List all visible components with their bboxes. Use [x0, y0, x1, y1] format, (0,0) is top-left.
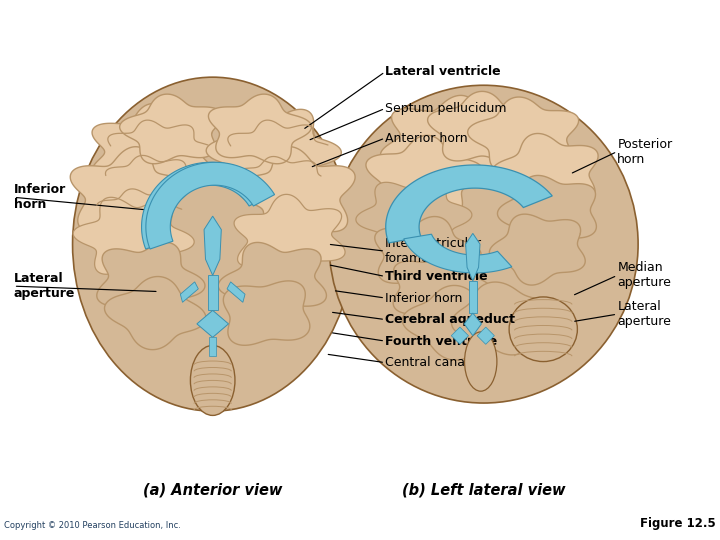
Text: Anterior horn: Anterior horn: [385, 132, 468, 145]
Text: Copyright © 2010 Pearson Education, Inc.: Copyright © 2010 Pearson Education, Inc.: [4, 521, 181, 530]
Ellipse shape: [329, 85, 638, 403]
Polygon shape: [404, 234, 512, 273]
Polygon shape: [366, 136, 483, 217]
Polygon shape: [142, 163, 270, 249]
Polygon shape: [91, 104, 212, 199]
Text: Inferior horn: Inferior horn: [385, 292, 462, 305]
Polygon shape: [451, 282, 556, 355]
Text: Septum pellucidum: Septum pellucidum: [385, 102, 507, 115]
Text: Central canal: Central canal: [385, 356, 469, 369]
Polygon shape: [428, 91, 536, 161]
Text: Third ventricle: Third ventricle: [385, 270, 487, 283]
Polygon shape: [490, 214, 585, 285]
Ellipse shape: [73, 77, 353, 411]
Text: (a) Anterior view: (a) Anterior view: [143, 482, 282, 497]
Polygon shape: [197, 310, 228, 338]
Polygon shape: [477, 327, 495, 345]
Text: Fourth ventricle: Fourth ventricle: [385, 335, 498, 348]
Polygon shape: [469, 281, 477, 313]
Polygon shape: [120, 94, 222, 164]
Text: Figure 12.5: Figure 12.5: [640, 517, 716, 530]
Polygon shape: [380, 96, 518, 186]
Polygon shape: [207, 275, 217, 310]
Polygon shape: [402, 286, 508, 360]
Text: Median
aperture: Median aperture: [617, 261, 671, 289]
Polygon shape: [498, 176, 596, 249]
Ellipse shape: [464, 332, 497, 391]
Polygon shape: [208, 94, 312, 164]
Polygon shape: [73, 197, 194, 278]
Polygon shape: [356, 180, 472, 254]
Polygon shape: [96, 242, 205, 322]
Polygon shape: [393, 253, 492, 326]
Polygon shape: [209, 338, 216, 356]
Polygon shape: [464, 313, 482, 336]
Polygon shape: [386, 165, 552, 243]
Polygon shape: [466, 233, 480, 281]
Text: (b) Left lateral view: (b) Left lateral view: [402, 482, 565, 497]
Polygon shape: [218, 242, 326, 322]
Polygon shape: [204, 216, 221, 275]
Text: Lateral
aperture: Lateral aperture: [14, 272, 75, 300]
Polygon shape: [146, 163, 274, 249]
Polygon shape: [227, 282, 245, 302]
Ellipse shape: [509, 297, 577, 362]
Polygon shape: [375, 217, 481, 293]
Ellipse shape: [190, 346, 235, 415]
Polygon shape: [468, 97, 579, 172]
Polygon shape: [451, 327, 469, 345]
Polygon shape: [223, 281, 310, 345]
Polygon shape: [71, 147, 188, 239]
Text: Posterior
horn: Posterior horn: [617, 138, 672, 165]
Polygon shape: [237, 147, 355, 239]
Text: Inferior
horn: Inferior horn: [14, 183, 66, 211]
Polygon shape: [104, 276, 206, 349]
Polygon shape: [492, 133, 598, 212]
Polygon shape: [180, 282, 198, 302]
Polygon shape: [234, 194, 345, 281]
Text: Lateral
aperture: Lateral aperture: [617, 300, 671, 328]
Text: Interventricular
foramen: Interventricular foramen: [385, 237, 482, 265]
Text: Lateral ventricle: Lateral ventricle: [385, 65, 501, 78]
Polygon shape: [206, 109, 341, 194]
Text: Cerebral aqueduct: Cerebral aqueduct: [385, 313, 515, 326]
